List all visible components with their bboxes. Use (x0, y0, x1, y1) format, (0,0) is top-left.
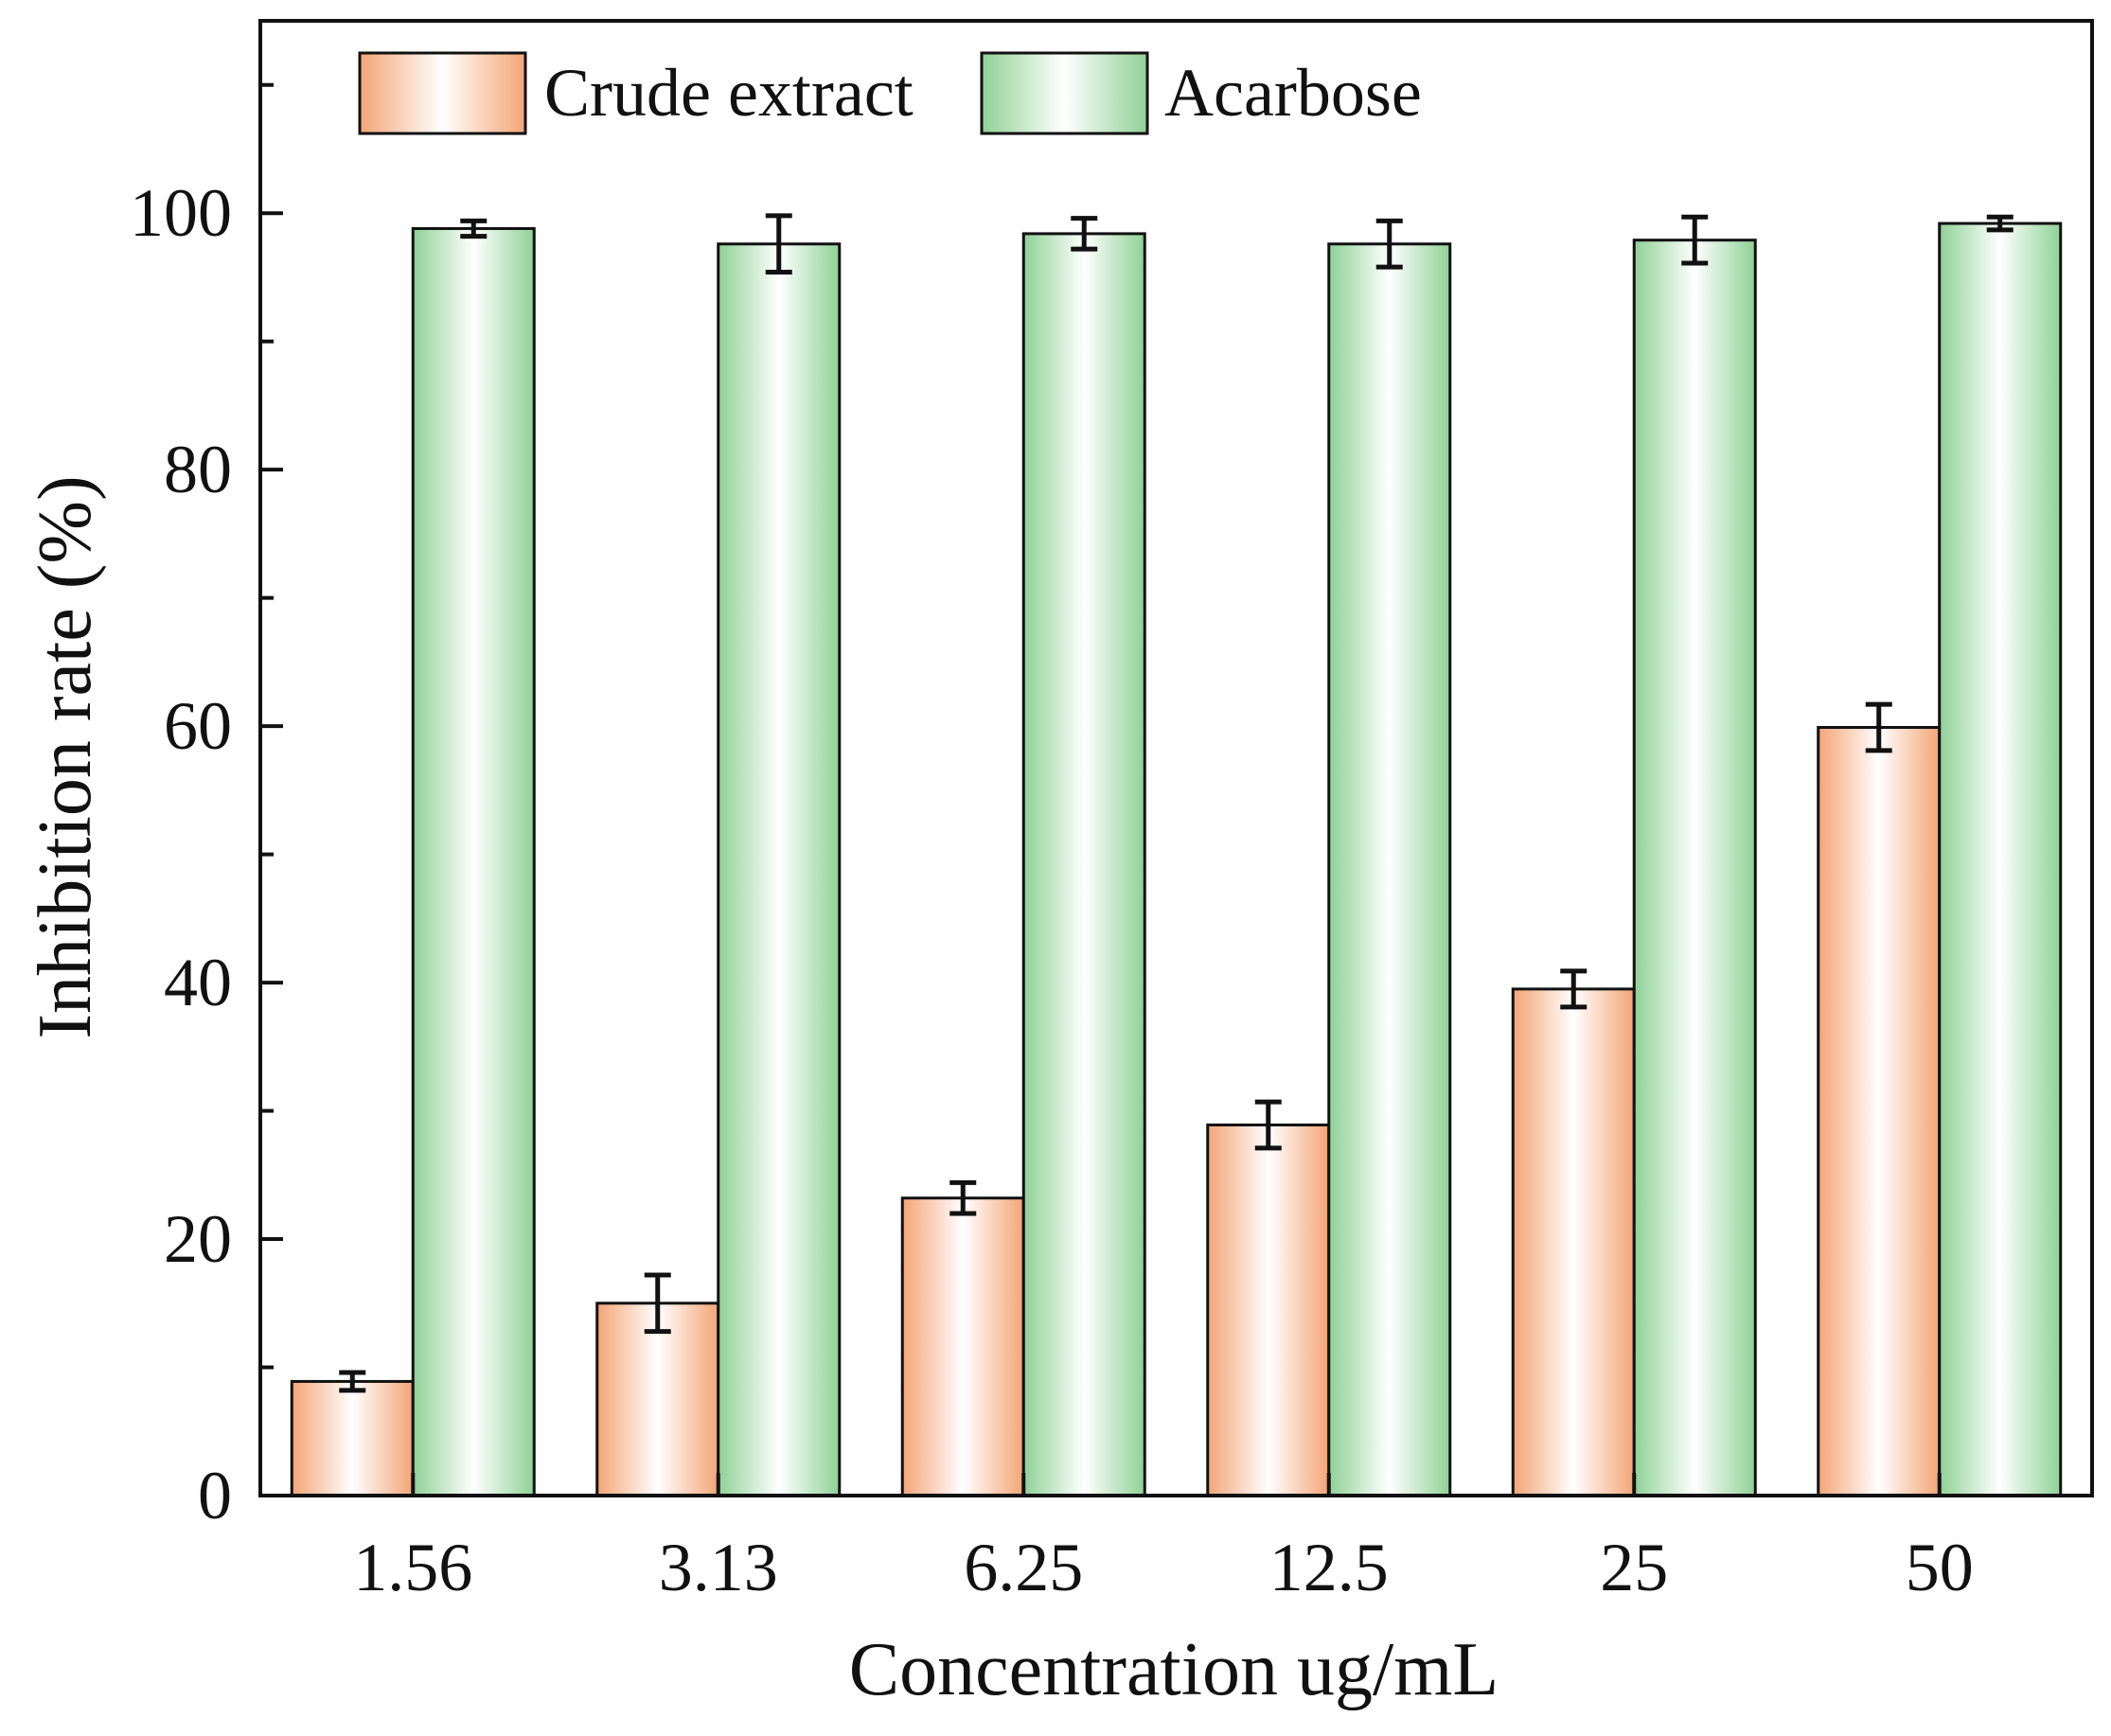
plot-frame (258, 19, 2094, 1497)
error-bar-crude-extract-1.56 (339, 1370, 366, 1393)
bar-acarbose-25 (1632, 239, 1757, 1497)
y-tick-label-80: 80 (164, 432, 232, 507)
error-bar-acarbose-1.56 (460, 218, 488, 239)
legend-swatch (358, 51, 527, 135)
x-tick-label-12.5: 12.5 (1269, 1530, 1389, 1605)
error-bar-acarbose-3.13 (765, 213, 792, 275)
y-tick-label-20: 20 (164, 1201, 232, 1277)
error-bar-acarbose-12.5 (1375, 218, 1403, 270)
error-bar-acarbose-50 (1986, 214, 2013, 233)
error-bar-crude-extract-3.13 (644, 1272, 671, 1335)
x-tick-label-25: 25 (1600, 1530, 1668, 1605)
x-tick-label-6.25: 6.25 (964, 1530, 1083, 1605)
bar-acarbose-3.13 (717, 242, 842, 1497)
x-axis-title: Concentration ug/mL (849, 1628, 1499, 1711)
bar-acarbose-6.25 (1021, 232, 1146, 1497)
error-bar-crude-extract-50 (1865, 701, 1892, 753)
bar-crude-extract-3.13 (595, 1302, 720, 1497)
error-bar-acarbose-6.25 (1071, 216, 1098, 252)
bar-crude-extract-6.25 (900, 1196, 1025, 1497)
x-tick-label-50: 50 (1906, 1530, 1974, 1605)
legend-label: Acarbose (1164, 55, 1422, 131)
legend-label: Crude extract (544, 55, 914, 131)
y-tick-label-40: 40 (164, 945, 232, 1020)
y-tick-label-100: 100 (130, 175, 232, 251)
error-bar-crude-extract-25 (1560, 968, 1588, 1010)
bar-acarbose-50 (1938, 221, 2063, 1497)
bar-crude-extract-12.5 (1206, 1123, 1331, 1497)
bar-acarbose-12.5 (1327, 242, 1452, 1497)
bar-crude-extract-1.56 (290, 1379, 415, 1497)
bar-acarbose-1.56 (411, 226, 536, 1497)
bar-crude-extract-50 (1817, 725, 1942, 1497)
legend-item-crude-extract: Crude extract (358, 51, 914, 135)
bar-crude-extract-25 (1511, 987, 1636, 1497)
y-tick-label-60: 60 (164, 688, 232, 764)
error-bar-crude-extract-12.5 (1254, 1099, 1282, 1151)
error-bar-acarbose-25 (1681, 214, 1709, 266)
y-tick-label-0: 0 (198, 1458, 232, 1533)
legend-swatch (980, 51, 1149, 135)
y-axis-title: Inhibition rate (%) (24, 475, 107, 1038)
error-bar-crude-extract-6.25 (949, 1179, 977, 1216)
x-tick-label-1.56: 1.56 (353, 1530, 472, 1605)
legend-item-acarbose: Acarbose (980, 51, 1422, 135)
x-tick-label-3.13: 3.13 (659, 1530, 778, 1605)
